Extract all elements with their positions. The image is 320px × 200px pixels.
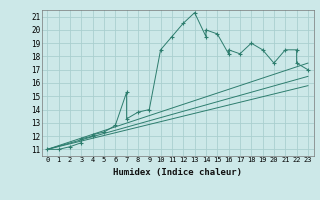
X-axis label: Humidex (Indice chaleur): Humidex (Indice chaleur) bbox=[113, 168, 242, 177]
